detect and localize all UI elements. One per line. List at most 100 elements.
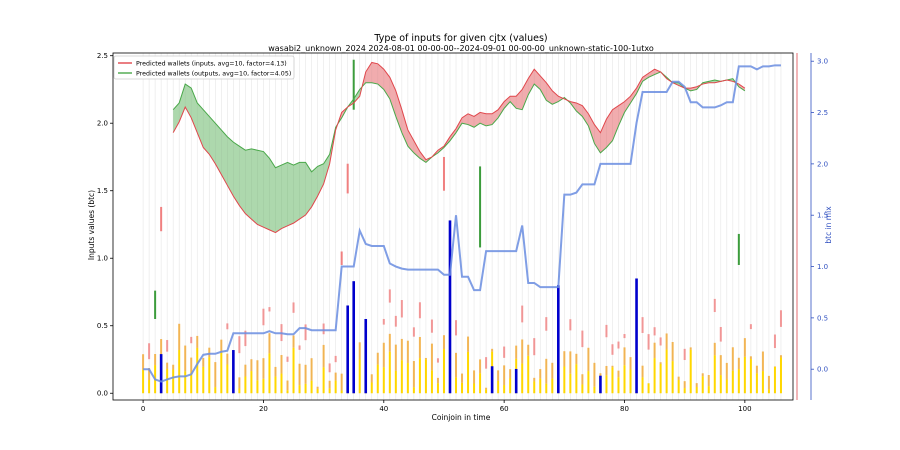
value-bar-medium [406,340,409,364]
band-segment [654,69,661,75]
value-bar-medium [467,336,470,352]
value-bar-large [418,302,421,319]
value-bar-small [755,373,758,394]
band-segment [600,119,607,153]
value-bar-small [485,389,488,394]
value-bar-medium [749,356,752,360]
value-bar-small [280,373,283,394]
band-segment [582,105,589,126]
value-bar-medium [581,374,584,385]
y2-tick-label: 2.5 [817,109,828,117]
x-tick-label: 60 [500,405,509,413]
band-segment [462,113,469,125]
value-bar-medium [509,369,512,379]
legend-box [113,55,295,80]
value-bar-medium [304,364,307,384]
band-segment [281,162,288,229]
value-bar-small [256,380,259,394]
band-segment [233,142,240,206]
value-bar-medium [671,342,674,362]
value-bar-small [731,370,734,394]
band-segment [468,113,475,128]
value-bar-medium [617,370,620,378]
x-tick-label: 100 [738,405,751,413]
band-segment [209,116,216,164]
value-bar-medium [388,333,391,352]
value-bar-medium [701,373,704,377]
value-bar-medium [190,357,193,373]
y-tick-label: 2.0 [97,120,108,128]
value-bar-small [689,349,692,394]
value-bar-small [304,383,307,394]
band-segment [588,113,595,144]
value-bar-medium [491,348,494,352]
value-bar-small [659,363,662,394]
value-bar-small [358,359,361,394]
value-bar-small [677,379,680,394]
x-tick-label: 80 [620,405,629,413]
value-bar-medium [611,365,614,368]
value-bar-spike [154,290,157,319]
value-bar-medium [575,353,578,365]
band-segment [173,102,180,133]
value-bar-medium [382,342,385,368]
value-bar-medium [563,351,566,367]
value-bar-medium [400,338,403,361]
value-bar-small [641,377,644,394]
value-bar-large [719,326,722,342]
value-bar-medium [262,358,265,379]
value-bar-medium [436,377,439,384]
value-bar-large [503,346,506,358]
value-bar-whale [346,305,349,394]
band-segment [474,112,481,128]
value-bar-small [707,386,710,394]
band-segment [738,84,745,91]
value-bar-small [322,367,325,394]
value-bar-medium [665,333,668,350]
chart-title: Type of inputs for given cjtx (values) [373,33,547,44]
band-segment [305,162,312,216]
value-bar-large [166,340,169,352]
y2-tick-label: 0.5 [817,314,828,322]
value-bar-small [412,387,415,394]
value-bar-small [767,389,770,394]
value-bar-small [509,378,512,394]
value-bar-large [226,323,229,330]
value-bar-small [473,383,476,394]
band-segment [215,123,222,175]
y-axis-label: Inputs values (btc) [87,190,96,260]
value-bar-medium [310,358,313,381]
value-bar-whale [557,285,560,394]
band-segment [504,96,511,109]
band-segment [287,162,294,226]
band-segment [492,109,499,125]
value-bar-medium [521,339,524,364]
value-bar-large [334,355,337,363]
value-bar-small [497,380,500,394]
value-bar-small [527,355,530,394]
value-bar-medium [274,366,277,377]
value-bar-medium [214,362,217,388]
band-segment [552,90,559,105]
band-segment [299,162,306,220]
band-segment [486,113,493,126]
value-bar-small [719,375,722,394]
value-bar-medium [424,357,427,360]
x-axis-label: Coinjoin in time [432,413,491,422]
value-bar-large [190,336,193,344]
value-bar-medium [226,353,229,365]
band-segment [606,109,613,148]
value-bar-small [713,355,716,394]
value-bar-medium [334,372,337,381]
value-bar-small [214,387,217,394]
value-bar-large [455,320,458,336]
value-bar-medium [629,357,632,370]
value-bar-small [563,366,566,394]
value-bar-large [298,345,301,350]
value-bar-small [605,375,608,394]
value-bar-large [647,334,650,350]
value-bar-medium [737,357,740,370]
value-bar-small [292,347,295,394]
value-bar-spike [442,156,445,191]
